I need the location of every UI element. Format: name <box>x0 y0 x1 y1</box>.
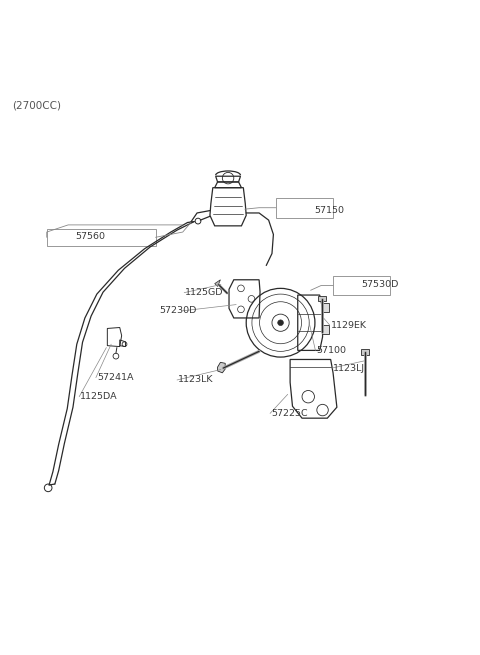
Text: 57225C: 57225C <box>271 409 308 418</box>
Text: 1125GD: 1125GD <box>185 288 224 297</box>
Polygon shape <box>217 362 225 373</box>
Text: 57150: 57150 <box>314 206 344 215</box>
Bar <box>322 325 329 334</box>
Bar <box>322 303 329 312</box>
Text: 57100: 57100 <box>316 346 347 355</box>
Polygon shape <box>215 280 220 286</box>
Text: 57241A: 57241A <box>97 373 133 382</box>
Bar <box>276 198 333 217</box>
Text: 1129EK: 1129EK <box>331 320 367 329</box>
Text: 57230D: 57230D <box>159 307 196 315</box>
Bar <box>333 276 390 295</box>
Text: 1123LJ: 1123LJ <box>333 364 365 373</box>
Circle shape <box>278 320 283 326</box>
Text: 1123LK: 1123LK <box>178 375 214 384</box>
Text: 57560: 57560 <box>75 233 105 241</box>
Bar <box>47 229 156 246</box>
Bar <box>318 295 326 301</box>
Text: 1125DA: 1125DA <box>80 392 118 402</box>
Text: 57530D: 57530D <box>362 280 399 289</box>
Text: (2700CC): (2700CC) <box>12 101 61 111</box>
Bar <box>361 349 369 355</box>
